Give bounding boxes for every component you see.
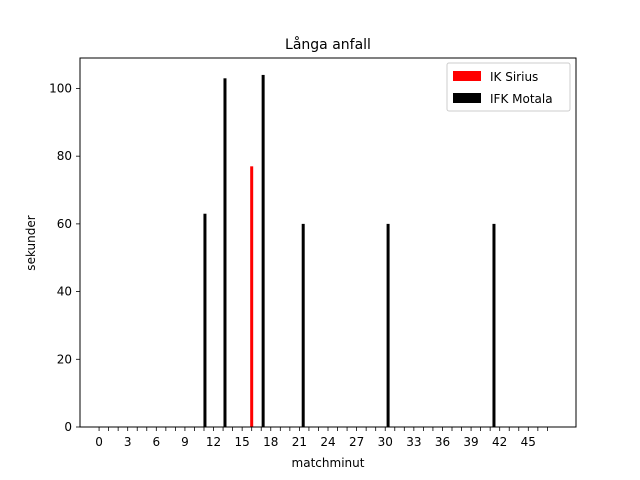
x-tick-label: 21 bbox=[292, 435, 307, 449]
plot-area-frame bbox=[79, 57, 577, 428]
bar-series-1-3 bbox=[301, 223, 305, 427]
x-tick-label: 45 bbox=[521, 435, 536, 449]
x-tick-label: 0 bbox=[95, 435, 103, 449]
x-tick-label: 36 bbox=[435, 435, 450, 449]
bar-series-1-1 bbox=[223, 78, 227, 427]
x-tick-label: 30 bbox=[378, 435, 393, 449]
y-tick-label: 80 bbox=[57, 149, 72, 163]
legend-swatch bbox=[453, 71, 481, 81]
x-tick-label: 39 bbox=[463, 435, 478, 449]
bar-series-1-4 bbox=[386, 223, 390, 427]
y-tick-label: 60 bbox=[57, 217, 72, 231]
bars bbox=[203, 74, 496, 428]
bar-series-1-5 bbox=[492, 223, 496, 427]
y-tick-label: 100 bbox=[49, 81, 72, 95]
y-tick-label: 40 bbox=[57, 285, 72, 299]
bar-series-1-0 bbox=[203, 213, 207, 427]
x-tick-label: 3 bbox=[124, 435, 132, 449]
chart-title: Långa anfall bbox=[285, 36, 371, 53]
y-axis-label: sekunder bbox=[24, 215, 38, 270]
x-tick-label: 6 bbox=[152, 435, 160, 449]
x-axis-ticks: 0 3 6 9 12 15 18 21 24 27 30 33 36 39 42 45 bbox=[95, 427, 548, 449]
y-tick-label: 20 bbox=[57, 352, 72, 366]
x-tick-label: 12 bbox=[206, 435, 221, 449]
legend-label: IFK Motala bbox=[490, 92, 553, 106]
x-tick-label: 42 bbox=[492, 435, 507, 449]
bar-series-1-2 bbox=[261, 74, 265, 428]
x-tick-label: 9 bbox=[181, 435, 189, 449]
x-tick-label: 33 bbox=[406, 435, 421, 449]
bar-series-0-0 bbox=[250, 166, 254, 427]
legend-label: IK Sirius bbox=[490, 70, 538, 84]
x-tick-label: 15 bbox=[235, 435, 250, 449]
y-tick-label: 0 bbox=[64, 420, 72, 434]
x-tick-label: 27 bbox=[349, 435, 364, 449]
legend: IK Sirius IFK Motala bbox=[446, 62, 571, 112]
x-tick-label: 24 bbox=[320, 435, 335, 449]
y-axis-ticks: 0 20 40 60 80 100 bbox=[49, 81, 80, 434]
legend-swatch bbox=[453, 93, 481, 103]
x-axis-label: matchminut bbox=[292, 456, 365, 470]
x-tick-label: 18 bbox=[263, 435, 278, 449]
